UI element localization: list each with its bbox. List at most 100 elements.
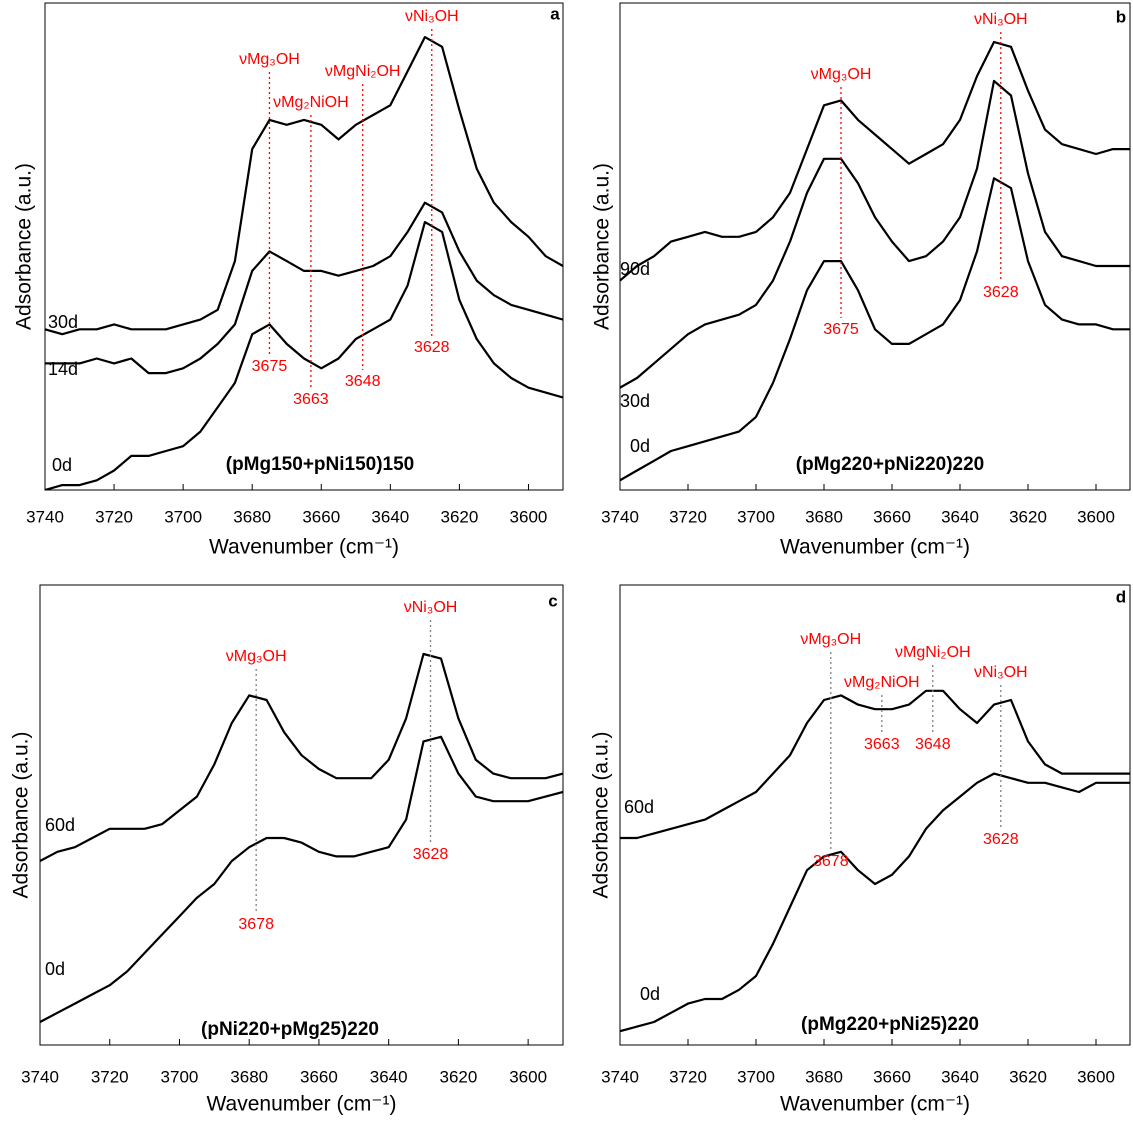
series-label: 90d: [620, 259, 650, 279]
x-axis-label: Wavenumber (cm⁻¹): [780, 1093, 970, 1116]
peak-name: νNi₃OH: [974, 11, 1028, 28]
peak-name: νNi₃OH: [974, 664, 1028, 681]
x-tick-label: 3720: [669, 507, 707, 526]
panel: 3740 3720 3700 3680 3660 3640 3620 3600 Wavenumb…: [591, 2, 1131, 559]
spectrum-line: [620, 177, 1130, 482]
x-tick-label: 3600: [510, 507, 548, 526]
series-label: 0d: [52, 455, 72, 475]
y-axis-label: Adsorbance (a.u.): [13, 163, 36, 330]
peak-name: νMg₂NiOH: [273, 94, 349, 111]
subtitle: (pMg150+pNi150)150: [226, 454, 415, 475]
spectrum-line: [620, 772, 1130, 1033]
x-tick-label: 3700: [164, 507, 202, 526]
plot-frame: [619, 584, 1131, 1046]
x-tick-label: 3640: [371, 507, 409, 526]
peak-wavenumber: 3648: [345, 373, 381, 390]
x-tick-label: 3740: [21, 1067, 59, 1086]
x-axis-label: Wavenumber (cm⁻¹): [209, 536, 399, 559]
x-tick-label: 3620: [1009, 507, 1047, 526]
spectrum-line: [620, 79, 1130, 389]
x-tick-label: 3660: [873, 1067, 911, 1086]
x-axis-label: Wavenumber (cm⁻¹): [207, 1093, 397, 1116]
peak-wavenumber: 3663: [293, 391, 329, 408]
x-tick-label: 3740: [601, 507, 639, 526]
series-label: 30d: [48, 312, 78, 332]
x-tick-label: 3680: [805, 1067, 843, 1086]
x-tick-label: 3680: [230, 1067, 268, 1086]
peak-wavenumber: 3678: [238, 916, 274, 933]
spectrum-line: [45, 221, 563, 490]
peak-wavenumber: 3628: [414, 339, 450, 356]
panel-letter: a: [550, 4, 560, 23]
x-tick-label: 3620: [1009, 1067, 1047, 1086]
series-label: 30d: [620, 391, 650, 411]
panel-letter: c: [548, 591, 557, 610]
subtitle: (pMg220+pNi220)220: [796, 454, 985, 475]
y-axis-label: Adsorbance (a.u.): [590, 732, 613, 899]
x-tick-label: 3600: [509, 1067, 547, 1086]
x-axis-label: Wavenumber (cm⁻¹): [780, 536, 970, 559]
x-tick-label: 3640: [370, 1067, 408, 1086]
peak-wavenumber: 3628: [983, 284, 1019, 301]
plot-frame: [44, 2, 564, 491]
series-label: 60d: [624, 797, 654, 817]
x-tick-label: 3620: [440, 507, 478, 526]
peak-name: νMg₃OH: [226, 648, 287, 665]
x-tick-label: 3660: [300, 1067, 338, 1086]
peak-wavenumber: 3648: [915, 736, 951, 753]
x-tick-label: 3600: [1077, 507, 1115, 526]
spectrum-line: [40, 735, 563, 1023]
x-tick-label: 3720: [669, 1067, 707, 1086]
panel: 3740 3720 3700 3680 3660 3640 3620 3600 Wavenumb…: [13, 2, 564, 559]
panel-letter: b: [1116, 7, 1126, 26]
x-tick-label: 3720: [91, 1067, 129, 1086]
x-tick-label: 3680: [805, 507, 843, 526]
y-axis-label: Adsorbance (a.u.): [10, 732, 33, 899]
x-tick-label: 3720: [95, 507, 133, 526]
peak-name: νNi₃OH: [404, 599, 458, 616]
x-tick-label: 3700: [737, 1067, 775, 1086]
x-tick-label: 3700: [161, 1067, 199, 1086]
peak-name: νMg₃OH: [239, 51, 300, 68]
peak-wavenumber: 3678: [813, 853, 849, 870]
spectrum-line: [45, 201, 563, 375]
panel: 3740 3720 3700 3680 3660 3640 3620 3600 Wavenumb…: [10, 584, 564, 1116]
spectrum-line: [40, 652, 563, 862]
peak-name: νMg₃OH: [811, 66, 872, 83]
peak-wavenumber: 3628: [413, 846, 449, 863]
peak-name: νNi₃OH: [405, 8, 459, 25]
x-tick-label: 3640: [941, 507, 979, 526]
x-tick-label: 3740: [26, 507, 64, 526]
plot-frame: [619, 2, 1131, 491]
peak-name: νMg₃OH: [800, 631, 861, 648]
series-label: 60d: [45, 815, 75, 835]
peak-wavenumber: 3663: [864, 736, 900, 753]
peak-name: νMgNi₂OH: [895, 644, 971, 661]
x-tick-label: 3740: [601, 1067, 639, 1086]
x-tick-label: 3620: [439, 1067, 477, 1086]
series-label: 14d: [48, 359, 78, 379]
spectrum-line: [45, 36, 563, 336]
y-axis-label: Adsorbance (a.u.): [591, 163, 614, 330]
peak-name: νMgNi₂OH: [325, 63, 401, 80]
x-tick-label: 3660: [873, 507, 911, 526]
series-label: 0d: [640, 984, 660, 1004]
peak-name: νMg₂NiOH: [844, 674, 920, 691]
x-tick-label: 3680: [233, 507, 271, 526]
series-label: 0d: [45, 959, 65, 979]
subtitle: (pMg220+pNi25)220: [801, 1014, 979, 1035]
x-tick-label: 3600: [1077, 1067, 1115, 1086]
panel: 3740 3720 3700 3680 3660 3640 3620 3600 Wavenumb…: [590, 584, 1131, 1116]
x-tick-label: 3660: [302, 507, 340, 526]
peak-wavenumber: 3675: [252, 358, 288, 375]
x-tick-label: 3700: [737, 507, 775, 526]
panel-letter: d: [1116, 587, 1126, 606]
subtitle: (pNi220+pMg25)220: [201, 1019, 379, 1040]
plot-frame: [39, 584, 564, 1046]
spectrum-line: [620, 689, 1130, 840]
peak-wavenumber: 3675: [823, 321, 859, 338]
x-tick-label: 3640: [941, 1067, 979, 1086]
series-label: 0d: [630, 436, 650, 456]
spectrum-line: [620, 40, 1130, 282]
